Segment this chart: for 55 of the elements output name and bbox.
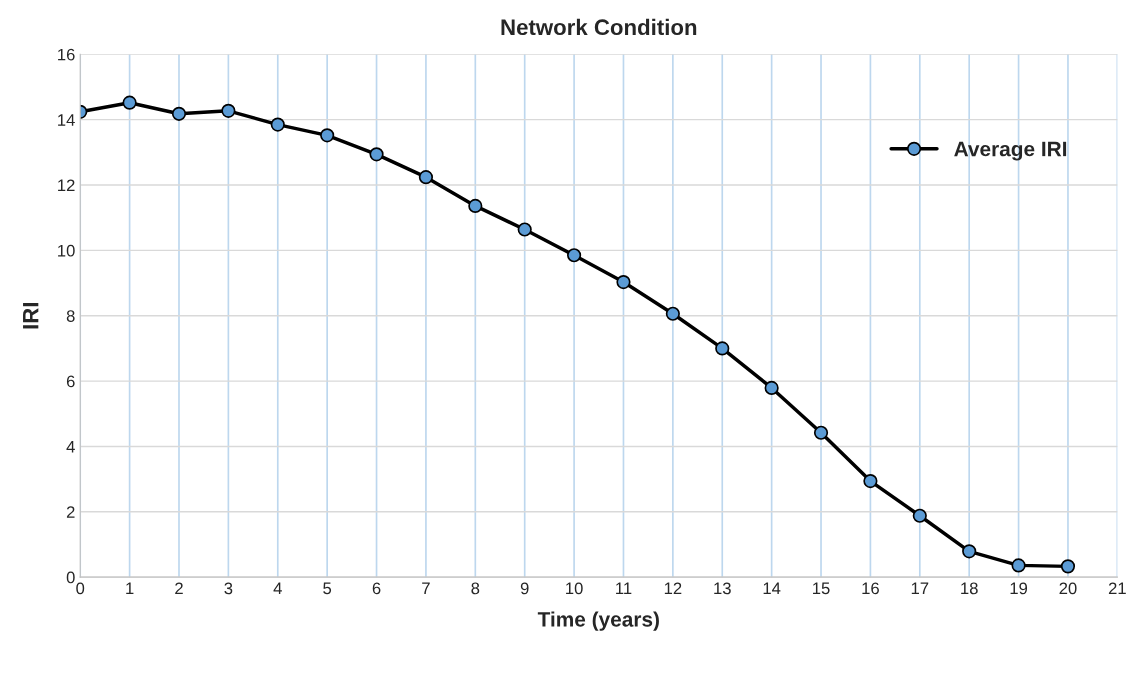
x-tick-label: 15 — [813, 582, 830, 595]
x-axis-title: Time (years) — [537, 611, 659, 631]
x-tick-label: 9 — [520, 582, 529, 595]
x-tick-label: 4 — [273, 582, 282, 595]
point — [567, 248, 582, 263]
point — [715, 341, 730, 356]
x-tick-label: 21 — [1108, 582, 1126, 595]
x-tick-label: 2 — [175, 582, 183, 595]
point — [122, 95, 137, 110]
y-tick-label: 0 — [66, 571, 75, 584]
point — [962, 544, 977, 559]
x-tick-label: 11 — [616, 582, 632, 595]
x-tick-label: 5 — [323, 582, 332, 595]
chart-title: Network Condition — [501, 18, 697, 36]
point — [1011, 558, 1026, 573]
y-tick-label: 10 — [58, 244, 75, 257]
y-tick-label: 6 — [66, 375, 75, 388]
x-tick-label: 18 — [961, 582, 978, 595]
point — [764, 380, 779, 396]
x-tick-label: 12 — [664, 582, 682, 595]
x-tick-label: 10 — [566, 582, 583, 595]
point — [813, 425, 829, 440]
y-axis-title: IRI — [23, 303, 39, 329]
x-tick-label: 20 — [1059, 582, 1077, 595]
y-tick-label: 14 — [58, 114, 75, 126]
x-tick-label: 1 — [126, 582, 134, 595]
x-tick-label: 6 — [372, 582, 381, 595]
x-tick-label: 14 — [763, 582, 781, 595]
point — [863, 473, 878, 489]
x-tick-label: 0 — [76, 582, 85, 595]
point — [270, 117, 285, 132]
point — [468, 198, 483, 214]
point — [665, 306, 680, 321]
legend-label: Average IRI — [954, 141, 1067, 161]
point — [221, 103, 236, 118]
y-tick-label: 2 — [66, 506, 75, 518]
x-tick-label: 7 — [422, 582, 430, 595]
y-tick-label: 12 — [58, 179, 75, 192]
x-tick-label: 13 — [714, 582, 731, 595]
y-tick-label: 16 — [58, 48, 75, 61]
x-tick-label: 16 — [862, 582, 879, 595]
x-tick-label: 8 — [471, 582, 480, 595]
y-tick-label: 4 — [66, 441, 75, 453]
point — [1060, 559, 1076, 574]
x-tick-label: 19 — [1010, 582, 1028, 595]
point — [418, 170, 434, 185]
y-tick-label: 8 — [66, 310, 75, 322]
point — [171, 106, 187, 121]
point — [517, 222, 532, 237]
point — [912, 508, 927, 523]
x-tick-label: 3 — [224, 582, 233, 595]
point — [616, 274, 631, 290]
x-tick-label: 17 — [911, 582, 929, 595]
point — [320, 128, 335, 143]
point — [369, 147, 384, 162]
